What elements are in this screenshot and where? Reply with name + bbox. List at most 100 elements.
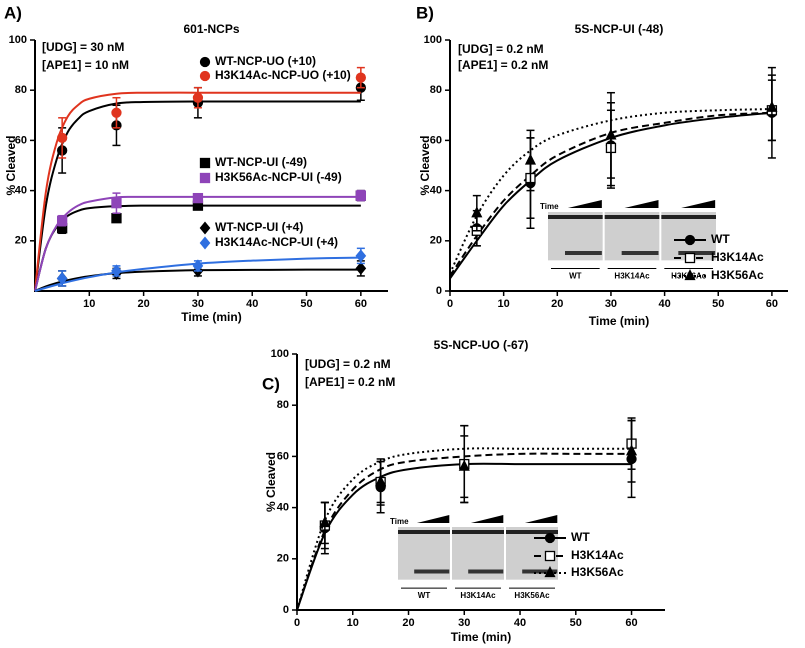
marker xyxy=(375,475,387,487)
marker xyxy=(684,269,696,281)
x-tick-label: 10 xyxy=(347,617,359,629)
marker xyxy=(199,236,211,250)
y-axis-label: % Cleaved xyxy=(418,135,432,195)
legend-label: H3K14Ac-NCP-UO (+10) xyxy=(215,68,351,82)
x-tick-label: 0 xyxy=(294,617,300,629)
legend-label: WT-NCP-UI (-49) xyxy=(215,155,307,169)
x-tick-label: 40 xyxy=(246,298,258,310)
marker xyxy=(471,206,483,218)
x-tick-label: 20 xyxy=(137,298,149,310)
fit-curve xyxy=(34,100,361,292)
gel-band xyxy=(506,530,558,534)
marker xyxy=(57,132,68,144)
legend-label: H3K14Ac xyxy=(571,548,624,562)
time-wedge xyxy=(681,200,716,208)
x-tick-label: 0 xyxy=(447,298,453,310)
y-tick-label: 0 xyxy=(283,604,289,616)
x-tick-label: 60 xyxy=(355,298,367,310)
panel-label: B) xyxy=(416,3,434,22)
marker xyxy=(192,192,204,204)
marker xyxy=(544,532,556,544)
chart-title: 601-NCPs xyxy=(183,22,239,36)
legend-label: H3K56Ac xyxy=(711,268,764,282)
marker xyxy=(355,249,367,263)
x-tick-label: 50 xyxy=(712,298,724,310)
annotation: [APE1] = 10 nM xyxy=(42,58,129,72)
y-tick-label: 100 xyxy=(9,34,27,46)
marker xyxy=(56,271,68,285)
time-wedge xyxy=(624,200,659,208)
gel-band xyxy=(414,569,450,574)
marker xyxy=(524,153,537,165)
y-tick-label: 80 xyxy=(277,399,289,411)
marker xyxy=(684,234,696,246)
marker xyxy=(544,566,556,578)
x-tick-label: 40 xyxy=(514,617,526,629)
x-tick-label: 20 xyxy=(551,298,563,310)
lane-label: WT xyxy=(418,591,431,600)
marker xyxy=(199,157,211,169)
legend-label: WT-NCP-UI (+4) xyxy=(215,220,303,234)
y-tick-label: 60 xyxy=(15,134,27,146)
gel-band xyxy=(548,215,603,219)
x-tick-label: 20 xyxy=(402,617,414,629)
marker xyxy=(111,264,122,278)
annotation: [APE1] = 0.2 nM xyxy=(305,375,395,389)
x-tick-label: 30 xyxy=(605,298,617,310)
x-axis-label: Time (min) xyxy=(181,310,241,324)
lane-label: WT xyxy=(569,272,582,281)
fit-curve xyxy=(449,111,772,277)
marker xyxy=(605,128,617,140)
y-axis-label: % Cleaved xyxy=(264,452,278,512)
marker xyxy=(199,56,211,68)
lane-label: H3K56Ac xyxy=(514,591,550,600)
marker xyxy=(192,92,204,103)
fit-curve xyxy=(449,111,772,280)
y-axis-label: % Cleaved xyxy=(4,135,18,195)
y-tick-label: 20 xyxy=(277,553,289,565)
gel-band xyxy=(468,569,504,574)
chart-title: 5S-NCP-UO (-67) xyxy=(434,338,529,352)
marker xyxy=(111,107,122,118)
panel: A) 601-NCPs Time (min) % Cleaved [UDG] = 30 … xyxy=(4,3,388,324)
y-tick-label: 40 xyxy=(277,502,289,514)
inset-label: Time xyxy=(540,202,559,211)
gel-band xyxy=(678,251,716,255)
fit-curve xyxy=(34,195,361,292)
x-tick-label: 10 xyxy=(498,298,510,310)
marker xyxy=(192,259,204,273)
marker xyxy=(625,444,638,456)
x-tick-label: 10 xyxy=(83,298,95,310)
y-tick-label: 20 xyxy=(430,235,442,247)
x-tick-label: 30 xyxy=(192,298,204,310)
x-tick-label: 60 xyxy=(766,298,778,310)
annotation: [UDG] = 30 nM xyxy=(42,40,124,54)
marker xyxy=(684,252,696,264)
lane-label: H3K14Ac xyxy=(614,272,650,281)
legend-label: H3K14Ac-NCP-UI (+4) xyxy=(215,235,338,249)
chart-title: 5S-NCP-UI (-48) xyxy=(575,22,664,36)
panel-label: A) xyxy=(4,3,22,22)
annotation: [UDG] = 0.2 nM xyxy=(305,357,391,371)
legend-label: WT xyxy=(711,232,730,246)
panel: C) 5S-NCP-UO (-67) Time (min) % Cleaved [UDG… xyxy=(262,338,665,644)
time-wedge xyxy=(470,515,504,523)
panel-label: C) xyxy=(262,374,280,393)
x-tick-label: 30 xyxy=(458,617,470,629)
annotation: [APE1] = 0.2 nM xyxy=(458,58,548,72)
gel-band xyxy=(452,530,504,534)
marker xyxy=(319,516,331,528)
y-tick-label: 40 xyxy=(430,185,442,197)
y-tick-label: 80 xyxy=(15,84,27,96)
marker xyxy=(355,261,367,275)
gel-band xyxy=(661,215,716,219)
gel-band xyxy=(621,251,659,255)
y-tick-label: 60 xyxy=(277,450,289,462)
lane-label: H3K14Ac xyxy=(460,591,496,600)
time-wedge xyxy=(524,515,558,523)
x-tick-label: 50 xyxy=(570,617,582,629)
marker xyxy=(355,72,366,83)
fit-curve xyxy=(296,447,632,611)
gel-band xyxy=(522,569,558,574)
